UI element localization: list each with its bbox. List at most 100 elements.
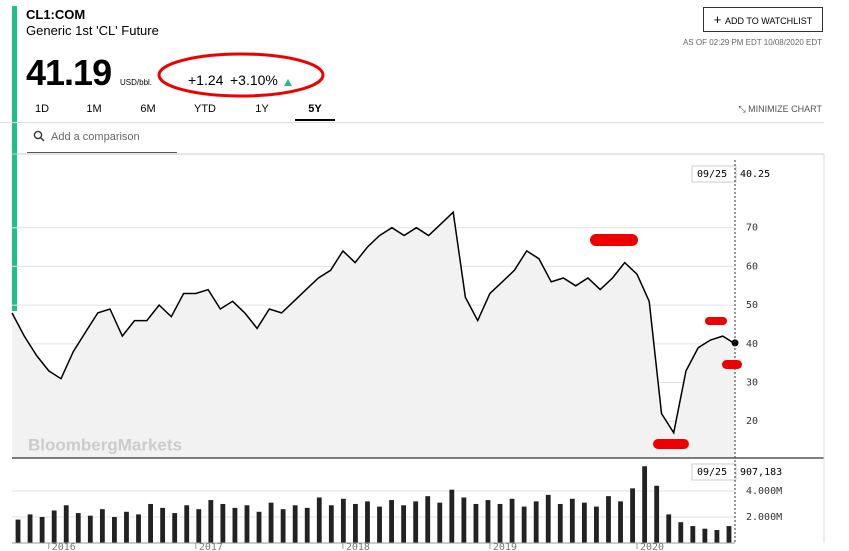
volume-bar (425, 496, 431, 543)
volume-bar (618, 501, 623, 543)
y-tick-label: 4.000M (746, 486, 782, 497)
comparison-placeholder: Add a comparison (51, 131, 140, 143)
watchlist-label: ADD TO WATCHLIST (725, 16, 813, 26)
timestamp: AS OF 02:29 PM EDT 10/08/2020 EDT (682, 38, 822, 47)
volume-bar (401, 505, 407, 543)
volume-bar (714, 529, 720, 543)
volume-bar (702, 528, 708, 543)
volume-bar (389, 500, 394, 543)
x-tick-label: 2018 (346, 542, 370, 551)
volume-bar (678, 522, 684, 543)
red-annotation (722, 360, 742, 369)
volume-bar (268, 502, 274, 543)
volume-bar (509, 498, 515, 543)
volume-bar (461, 497, 467, 543)
red-annotation (705, 317, 727, 325)
cursor-box (691, 463, 737, 481)
price-change: +1.24 (188, 72, 224, 88)
volume-bar (208, 500, 214, 543)
price: 41.19 (26, 52, 112, 93)
volume-bar (353, 503, 358, 543)
volume-bar (545, 494, 551, 543)
volume-bar (365, 501, 370, 543)
volume-bar (99, 509, 105, 543)
range-tab[interactable]: 6M (140, 103, 156, 115)
volume-bar (473, 503, 479, 543)
volume-bar (124, 511, 129, 543)
volume-bar (232, 507, 238, 543)
red-annotation (653, 439, 689, 449)
x-tick-label: 2017 (199, 542, 223, 551)
volume-bar (726, 526, 732, 543)
volume-bar (642, 466, 648, 543)
volume-bar (316, 497, 322, 543)
range-tab[interactable]: 5Y (295, 103, 335, 121)
cursor-dot (731, 339, 739, 347)
range-tab[interactable]: YTD (194, 103, 216, 115)
volume-bar (377, 506, 382, 543)
volume-bar (485, 500, 491, 543)
volume-bar (220, 503, 226, 543)
y-tick-label: 2.000M (746, 512, 782, 523)
volume-bar (172, 513, 178, 543)
volume-bar (304, 507, 310, 543)
comparison-input[interactable]: Add a comparison (27, 128, 177, 153)
volume-bar (244, 505, 250, 543)
volume-bar (196, 509, 202, 543)
cursor-value: 907,183 (740, 467, 782, 478)
x-tick-label: 2016 (52, 542, 76, 551)
instrument-name: Generic 1st 'CL' Future (26, 23, 159, 38)
volume-bar (87, 515, 93, 543)
volume-bar (557, 503, 563, 543)
red-annotation (590, 234, 638, 246)
range-tab[interactable]: 1D (34, 103, 50, 115)
volume-bar (449, 489, 455, 543)
volume-bar (606, 496, 611, 543)
volume-bar (521, 506, 527, 543)
range-tab[interactable]: 1M (86, 103, 102, 115)
cursor-value: 40.25 (740, 169, 770, 180)
volume-bar (184, 505, 190, 543)
volume-bar (39, 516, 45, 543)
volume-bar (292, 505, 298, 543)
volume-bar (136, 514, 141, 543)
volume-bar (690, 526, 696, 543)
watchlist-button[interactable]: + ADD TO WATCHLIST (703, 7, 823, 32)
price-area (12, 212, 735, 458)
y-tick-label: 50 (746, 300, 758, 311)
volume-bar (15, 519, 21, 543)
volume-bar (630, 488, 635, 543)
volume-bar (497, 503, 503, 543)
volume-bar (51, 510, 57, 543)
price-line (11, 210, 736, 435)
minimize-chart[interactable]: ⤡ MINIMIZE CHART (738, 104, 822, 114)
volume-bar (63, 505, 69, 543)
price-change-percent: +3.10% (230, 72, 278, 88)
volume-bar (654, 485, 660, 543)
volume-bar (328, 505, 334, 543)
up-arrow (284, 79, 292, 86)
volume-bar (160, 507, 166, 543)
cursor-box (691, 165, 737, 183)
watermark: BloombergMarkets (28, 435, 182, 454)
volume-bar (75, 513, 81, 543)
volume-bar (340, 498, 346, 543)
volume-bar (413, 501, 419, 543)
volume-bar (148, 503, 153, 543)
y-tick-label: 20 (746, 416, 758, 427)
price-unit: USD/bbl. (120, 78, 153, 87)
cursor-date: 09/25 (697, 169, 727, 180)
accent-bar (12, 6, 17, 311)
volume-bar (594, 506, 599, 543)
range-tab[interactable]: 1Y (255, 103, 269, 115)
divider (0, 122, 824, 123)
volume-bar (533, 501, 539, 543)
volume-bar (256, 511, 262, 543)
x-tick-label: 2019 (493, 542, 517, 551)
volume-bar (27, 514, 33, 543)
symbol: CL1:COM (26, 7, 86, 22)
cursor-date: 09/25 (697, 467, 727, 478)
volume-bar (581, 502, 587, 543)
